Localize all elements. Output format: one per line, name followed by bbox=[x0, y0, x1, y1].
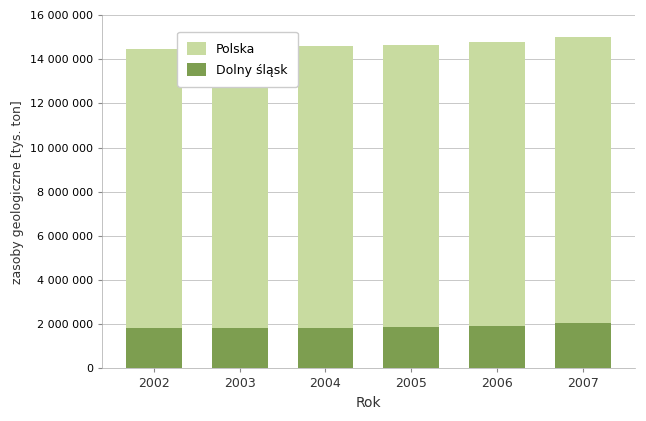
Bar bbox=[469, 326, 525, 368]
Bar bbox=[126, 328, 182, 368]
Bar bbox=[126, 49, 182, 328]
Bar bbox=[383, 328, 439, 368]
Bar bbox=[555, 323, 610, 368]
Bar bbox=[212, 48, 267, 328]
Bar bbox=[298, 46, 353, 328]
Y-axis label: zasoby geologiczne [tys. ton]: zasoby geologiczne [tys. ton] bbox=[11, 100, 24, 284]
Bar bbox=[383, 45, 439, 328]
Bar bbox=[212, 328, 267, 368]
Bar bbox=[555, 37, 610, 323]
Bar bbox=[298, 328, 353, 368]
Legend: Polska, Dolny śląsk: Polska, Dolny śląsk bbox=[178, 32, 298, 87]
Bar bbox=[469, 42, 525, 326]
X-axis label: Rok: Rok bbox=[355, 396, 381, 410]
